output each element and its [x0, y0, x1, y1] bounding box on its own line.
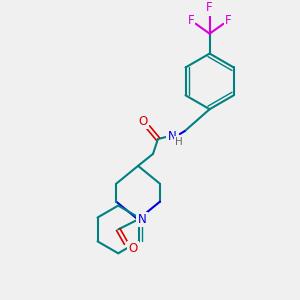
Text: N: N — [138, 213, 146, 226]
Text: F: F — [206, 1, 213, 14]
Text: F: F — [225, 14, 232, 27]
Text: O: O — [138, 115, 148, 128]
Text: O: O — [128, 242, 138, 255]
Text: N: N — [167, 130, 176, 142]
Text: H: H — [175, 137, 183, 147]
Text: F: F — [188, 14, 194, 27]
